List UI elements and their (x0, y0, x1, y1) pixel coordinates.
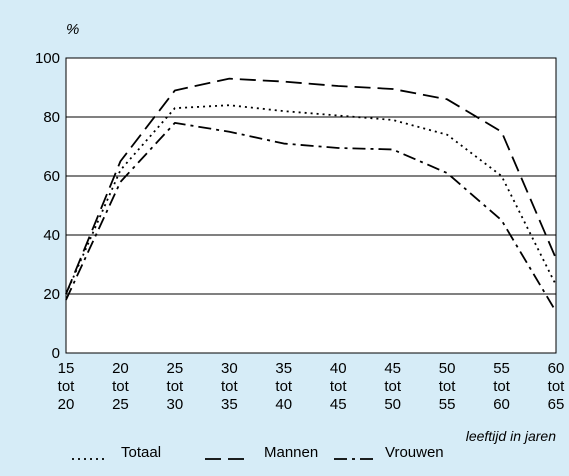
y-tick-label: 40 (43, 227, 60, 244)
plot-area (65, 57, 557, 354)
x-tick-label: 55 tot 60 (493, 360, 511, 413)
y-tick-label: 80 (43, 109, 60, 126)
y-axis-label: % (66, 21, 79, 38)
x-tick-label: 60 tot 65 (548, 360, 566, 413)
y-tick-label: 20 (43, 286, 60, 303)
x-tick-label: 15 tot 20 (58, 360, 76, 413)
x-tick-label: 25 tot 30 (167, 360, 185, 413)
series-line-totaal (65, 104, 557, 295)
x-tick-label: 40 tot 45 (330, 360, 348, 413)
x-tick-label: 50 tot 55 (439, 360, 457, 413)
x-tick-label: 30 tot 35 (221, 360, 239, 413)
series-line-vrouwen (65, 122, 557, 313)
y-tick-label: 0 (52, 345, 60, 362)
series-line-mannen (65, 77, 557, 295)
legend-label-vrouwen: Vrouwen (385, 444, 444, 461)
gridlines (66, 116, 556, 295)
x-axis-label: leeftijd in jaren (466, 428, 556, 444)
series-lines (65, 77, 557, 313)
x-tick-label: 35 tot 40 (275, 360, 293, 413)
x-tick-label: 20 tot 25 (112, 360, 130, 413)
y-axis-ticks: 0 20 40 60 80 100 (35, 50, 60, 362)
legend-label-totaal: Totaal (121, 444, 161, 461)
legend-label-mannen: Mannen (264, 444, 318, 461)
x-axis-ticks: 15 tot 20 20 tot 25 25 tot 30 30 tot 35 35 tot 40 40 tot… (58, 360, 566, 413)
legend: Totaal Mannen Vrouwen (72, 444, 444, 461)
y-tick-label: 100 (35, 50, 60, 67)
x-tick-label: 45 tot 50 (384, 360, 402, 413)
y-tick-label: 60 (43, 168, 60, 185)
